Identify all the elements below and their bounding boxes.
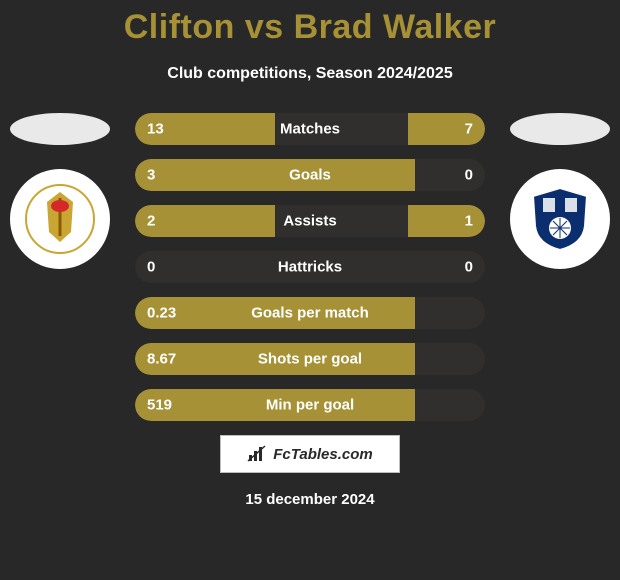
stat-value-right: 0 [465,167,473,184]
stat-row: 0.23 Goals per match [135,297,485,329]
stat-row: 2 Assists 1 [135,205,485,237]
stat-bar-right [408,205,485,237]
stat-value-left: 3 [147,167,155,184]
stat-row: 8.67 Shots per goal [135,343,485,375]
stat-row: 519 Min per goal [135,389,485,421]
stat-value-left: 0.23 [147,305,176,322]
fctables-logo[interactable]: FcTables.com [220,435,400,473]
stat-value-left: 0 [147,259,155,276]
stat-value-left: 13 [147,121,164,138]
stat-value-right: 0 [465,259,473,276]
page-title: Clifton vs Brad Walker [0,0,620,47]
player-left-column [0,113,120,269]
stat-label: Shots per goal [258,351,362,368]
stat-label: Matches [280,121,340,138]
player-left-avatar [10,113,110,145]
team-right-logo [510,169,610,269]
stat-label: Goals [289,167,331,184]
stat-row: 3 Goals 0 [135,159,485,191]
footer-date: 15 december 2024 [0,491,620,508]
player-right-column [500,113,620,269]
subtitle: Club competitions, Season 2024/2025 [0,65,620,83]
tranmere-badge-icon [525,184,595,254]
stat-value-right: 1 [465,213,473,230]
stat-value-left: 8.67 [147,351,176,368]
footer-brand-text: FcTables.com [273,446,372,463]
stat-value-left: 519 [147,397,172,414]
player-right-avatar [510,113,610,145]
stat-label: Assists [283,213,336,230]
stat-label: Goals per match [251,305,369,322]
stat-label: Hattricks [278,259,342,276]
stat-value-right: 7 [465,121,473,138]
stat-bar-left [135,159,415,191]
doncaster-badge-icon [25,184,95,254]
stat-row: 13 Matches 7 [135,113,485,145]
stat-bars: 13 Matches 7 3 Goals 0 2 Assists 1 0 Hattricks 0 0.2… [135,113,485,421]
stat-row: 0 Hattricks 0 [135,251,485,283]
stat-bar-left [135,205,275,237]
stat-bar-right [408,113,485,145]
chart-icon [247,445,269,463]
team-left-logo [10,169,110,269]
comparison-area: 13 Matches 7 3 Goals 0 2 Assists 1 0 Hattricks 0 0.2… [0,113,620,421]
stat-value-left: 2 [147,213,155,230]
stat-label: Min per goal [266,397,354,414]
